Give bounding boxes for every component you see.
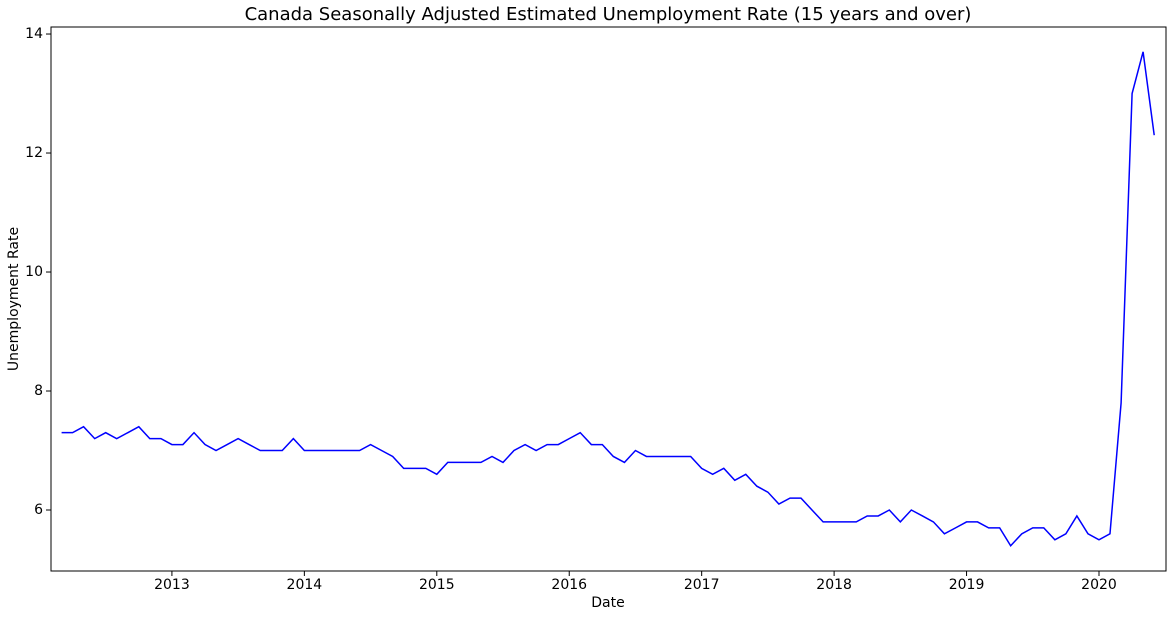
line-series bbox=[61, 51, 1155, 547]
x-tick-label: 2016 bbox=[551, 577, 587, 593]
y-tick-label: 10 bbox=[25, 264, 43, 280]
x-tick-label: 2017 bbox=[684, 577, 720, 593]
x-tick-label: 2018 bbox=[816, 577, 852, 593]
x-tick-label: 2014 bbox=[287, 577, 323, 593]
x-tick-label: 2013 bbox=[154, 577, 190, 593]
chart-title: Canada Seasonally Adjusted Estimated Une… bbox=[245, 4, 972, 25]
y-tick-label: 6 bbox=[34, 502, 43, 518]
x-tick-label: 2019 bbox=[949, 577, 985, 593]
plot-frame bbox=[50, 26, 1167, 572]
y-tick-label: 14 bbox=[25, 26, 43, 42]
x-tick-label: 2020 bbox=[1081, 577, 1117, 593]
x-tick-label: 2015 bbox=[419, 577, 455, 593]
y-tick-label: 12 bbox=[25, 145, 43, 161]
y-axis-label: Unemployment Rate bbox=[6, 227, 22, 371]
y-tick-label: 8 bbox=[34, 383, 43, 399]
x-axis-label: Date bbox=[591, 595, 624, 611]
